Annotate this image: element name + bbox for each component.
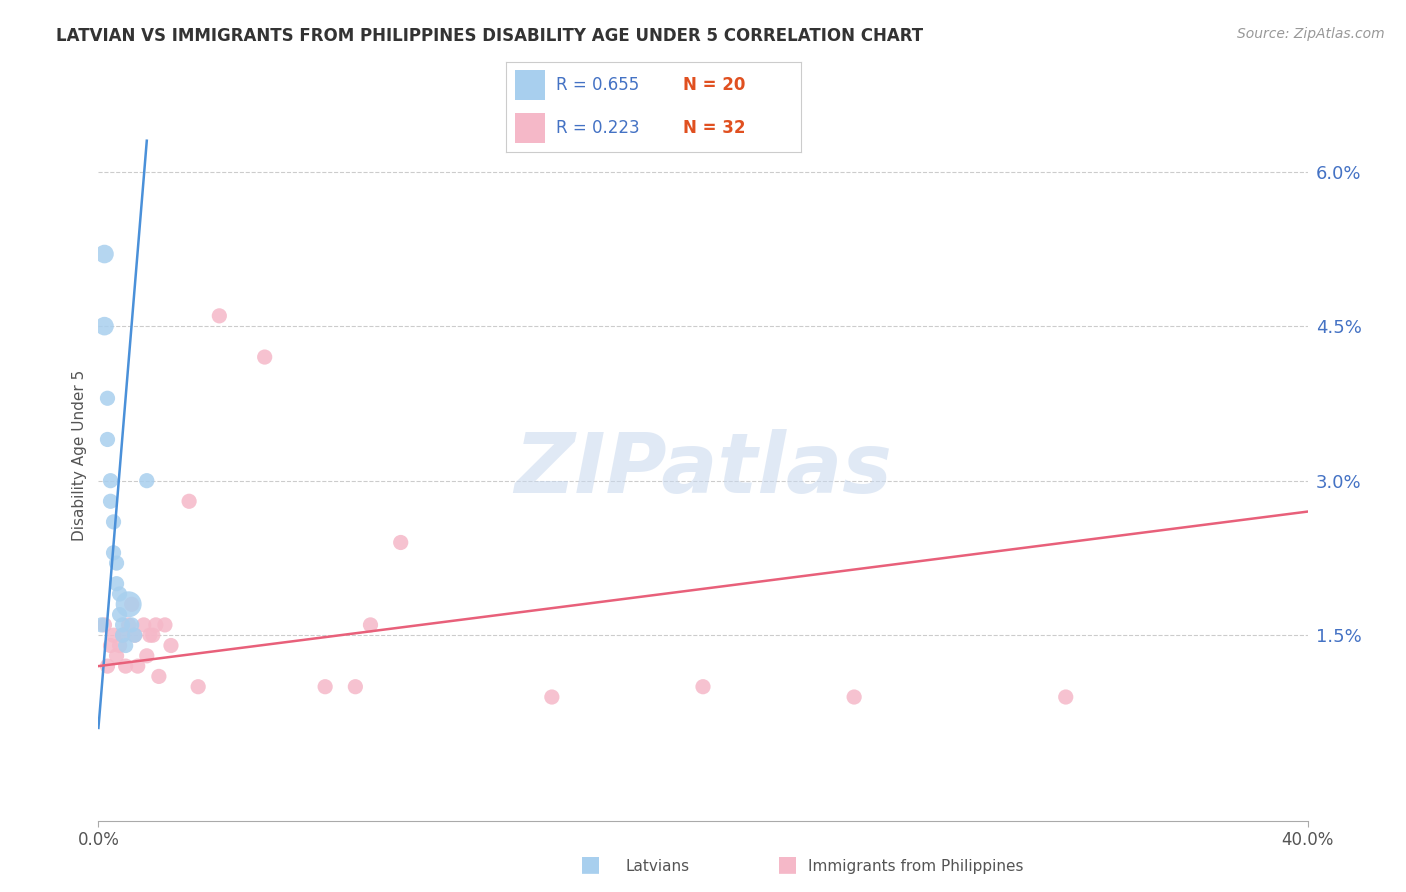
Point — [142, 628, 165, 642]
Point — [253, 350, 276, 364]
Point — [121, 618, 143, 632]
Point — [93, 319, 115, 334]
Point — [344, 680, 367, 694]
Point — [108, 607, 131, 622]
Point — [105, 576, 128, 591]
Point — [139, 628, 162, 642]
Text: ■: ■ — [581, 855, 600, 874]
Point — [121, 597, 143, 611]
Point — [208, 309, 231, 323]
Point — [100, 494, 122, 508]
Point — [111, 628, 134, 642]
Text: R = 0.655: R = 0.655 — [557, 76, 640, 95]
Point — [540, 690, 562, 704]
Text: ■: ■ — [778, 855, 797, 874]
Point — [160, 639, 183, 653]
Point — [153, 618, 176, 632]
Point — [135, 474, 157, 488]
Point — [93, 618, 115, 632]
Point — [114, 659, 136, 673]
Point — [103, 628, 125, 642]
Point — [103, 546, 125, 560]
Point — [100, 474, 122, 488]
Text: R = 0.223: R = 0.223 — [557, 119, 640, 137]
Point — [118, 618, 141, 632]
Point — [187, 680, 209, 694]
Point — [314, 680, 336, 694]
Point — [1054, 690, 1077, 704]
Point — [96, 659, 118, 673]
Y-axis label: Disability Age Under 5: Disability Age Under 5 — [72, 369, 87, 541]
Point — [100, 639, 122, 653]
Point — [145, 618, 167, 632]
Point — [90, 618, 112, 632]
Point — [111, 618, 134, 632]
Text: N = 20: N = 20 — [683, 76, 745, 95]
Text: ZIPatlas: ZIPatlas — [515, 429, 891, 510]
Point — [692, 680, 714, 694]
Point — [114, 639, 136, 653]
Point — [96, 433, 118, 447]
Point — [179, 494, 201, 508]
Text: Latvians: Latvians — [626, 859, 690, 874]
FancyBboxPatch shape — [515, 70, 544, 100]
Point — [111, 628, 134, 642]
Point — [93, 247, 115, 261]
Point — [105, 556, 128, 570]
Point — [135, 648, 157, 663]
Point — [389, 535, 412, 549]
Point — [105, 648, 128, 663]
Point — [118, 597, 141, 611]
Point — [108, 587, 131, 601]
Point — [148, 669, 170, 683]
Point — [844, 690, 866, 704]
Point — [103, 515, 125, 529]
Point — [360, 618, 382, 632]
Point — [96, 391, 118, 405]
Text: N = 32: N = 32 — [683, 119, 745, 137]
Point — [132, 618, 155, 632]
Point — [108, 639, 131, 653]
Point — [124, 628, 146, 642]
FancyBboxPatch shape — [515, 113, 544, 143]
Text: Source: ZipAtlas.com: Source: ZipAtlas.com — [1237, 27, 1385, 41]
Text: Immigrants from Philippines: Immigrants from Philippines — [808, 859, 1024, 874]
Point — [124, 628, 146, 642]
Text: LATVIAN VS IMMIGRANTS FROM PHILIPPINES DISABILITY AGE UNDER 5 CORRELATION CHART: LATVIAN VS IMMIGRANTS FROM PHILIPPINES D… — [56, 27, 924, 45]
Point — [127, 659, 149, 673]
